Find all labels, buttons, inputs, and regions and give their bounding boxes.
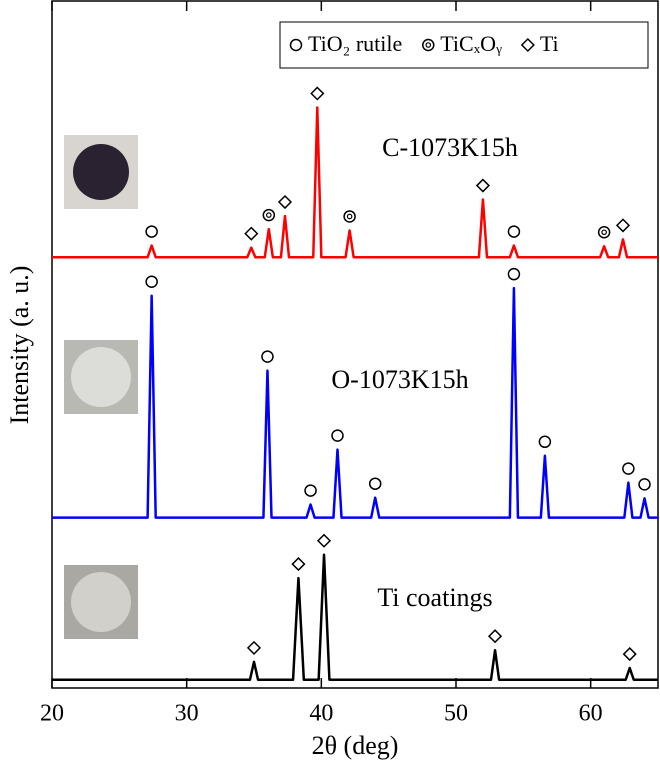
peak-marker-inner: [601, 229, 607, 236]
x-tick-label: 40: [309, 701, 333, 727]
peak-marker: [507, 225, 521, 238]
peak-marker: [597, 226, 611, 239]
peak-marker: [262, 208, 276, 222]
peak-marker: [289, 38, 303, 52]
peak-marker: [538, 435, 552, 449]
peak-marker: [145, 275, 158, 288]
peak-marker: [277, 194, 293, 210]
peak-marker: [244, 226, 259, 241]
sample-photo: [73, 144, 129, 200]
legend-box: [279, 21, 649, 69]
peak-marker: [261, 350, 274, 363]
series-label: C-1073K15h: [382, 133, 518, 162]
peak-marker: [145, 225, 158, 238]
peak-marker: [422, 38, 435, 52]
peak-marker: [316, 533, 332, 548]
x-tick-label: 30: [175, 701, 199, 727]
legend-label: TiCₓOᵧ: [440, 31, 502, 56]
series-line: [52, 106, 658, 259]
peak-marker-inner: [425, 42, 432, 48]
x-tick-label: 60: [579, 701, 603, 727]
plot-frame: [51, 0, 659, 689]
sample-photo: [71, 347, 131, 407]
series-label: Ti coatings: [377, 583, 492, 612]
peak-marker: [520, 37, 535, 53]
peak-marker: [487, 629, 503, 644]
peak-marker: [615, 218, 631, 233]
series-line: [52, 553, 658, 682]
series-label: O-1073K15h: [331, 365, 468, 394]
series-line: [52, 286, 658, 519]
peak-marker: [507, 267, 521, 281]
sample-photo: [71, 572, 131, 632]
legend-label: Ti: [540, 31, 559, 56]
x-tick-label: 50: [444, 701, 468, 727]
legend-label: TiO₂ rutile: [308, 31, 402, 56]
peak-marker: [368, 477, 382, 490]
peak-marker: [622, 462, 635, 475]
peak-marker: [304, 484, 317, 497]
x-tick-label: 20: [40, 701, 64, 727]
peak-marker: [638, 478, 651, 491]
peak-marker-inner: [346, 213, 353, 220]
peak-marker: [291, 557, 306, 572]
x-axis-label: 2θ (deg): [312, 731, 399, 760]
peak-marker: [475, 178, 490, 193]
peak-marker: [246, 640, 262, 655]
y-axis-label: Intensity (a. u.): [5, 266, 34, 425]
peak-marker: [622, 647, 637, 662]
peak-marker-inner: [266, 212, 272, 218]
peak-marker: [310, 86, 325, 101]
peak-marker: [343, 210, 356, 223]
peak-marker: [331, 429, 344, 442]
